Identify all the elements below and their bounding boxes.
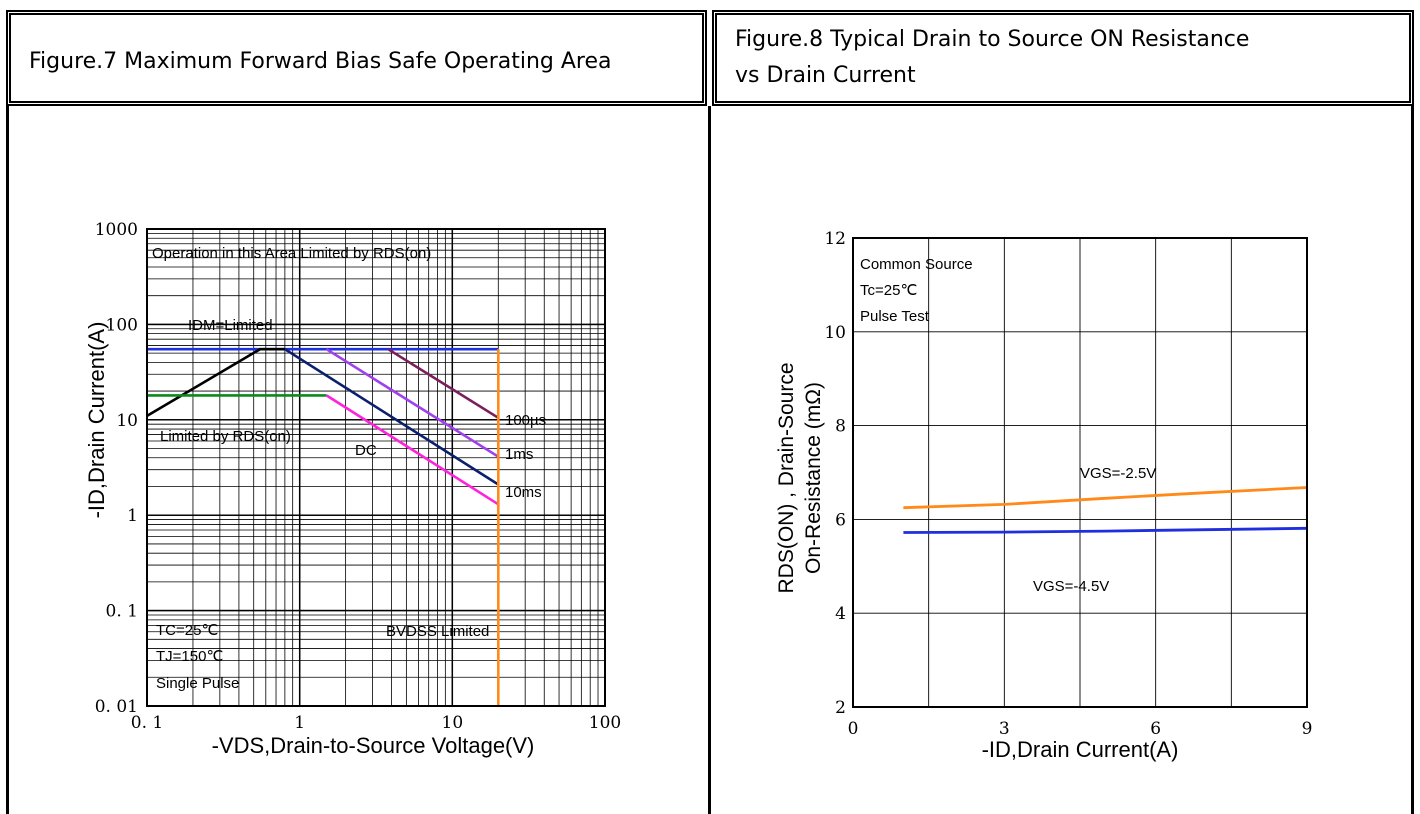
- soa-plot-frame: [146, 228, 606, 707]
- soa-y-tick-label: 0. 01: [95, 697, 138, 717]
- figure-8-header: Figure.8 Typical Drain to Source ON Resi…: [712, 10, 1414, 106]
- soa-y-tick-label: 100: [106, 315, 138, 335]
- soa-y-axis-label: -ID,Drain Current(A): [84, 322, 109, 519]
- rds-y-axis-label-line1: RDS(ON) , Drain-Source: [775, 362, 798, 593]
- soa-annotation-tc: TC=25℃: [156, 622, 218, 639]
- soa-series-100-s: [387, 348, 499, 419]
- soa-annotation-1ms: 1ms: [505, 446, 533, 463]
- soa-series-1ms: [325, 348, 499, 458]
- rds-x-tick-label: 9: [1302, 719, 1313, 739]
- rds-annotation-vgs-4-5: VGS=-4.5V: [1033, 578, 1109, 595]
- rds-y-tick-label: 4: [835, 604, 846, 624]
- figure-8-title-line2: vs Drain Current: [735, 63, 916, 88]
- soa-y-tick-label: 1000: [95, 220, 138, 240]
- soa-annotation-bvdss: BVDSS Limited: [386, 623, 489, 640]
- rds-x-tick-label: 6: [1150, 719, 1161, 739]
- soa-x-tick-label: 100: [589, 713, 621, 733]
- soa-annotation-rds: Limited by RDS(on): [160, 428, 291, 445]
- soa-series-limited-by-rds-on-: [146, 347, 285, 418]
- rds-annotation-tc: Tc=25℃: [860, 282, 917, 299]
- soa-x-tick-label: 0. 1: [131, 713, 163, 733]
- soa-annotation-operation: Operation in this Area Limited by RDS(on…: [152, 245, 431, 262]
- soa-annotation-pulse: Single Pulse: [156, 675, 239, 692]
- soa-annotation-10ms: 10ms: [505, 484, 542, 501]
- figure-7-title: Figure.7 Maximum Forward Bias Safe Opera…: [29, 49, 612, 74]
- soa-y-tick-label: 1: [127, 506, 138, 526]
- soa-series-dc-line: [284, 348, 499, 486]
- rds-x-tick-label: 3: [999, 719, 1010, 739]
- figure-8-title-line1: Figure.8 Typical Drain to Source ON Resi…: [735, 27, 1250, 52]
- soa-annotation-dc: DC: [355, 442, 377, 459]
- rds-series-vgs-2-5v: [903, 486, 1308, 510]
- soa-x-tick-label: 10: [442, 713, 464, 733]
- rds-series: [903, 486, 1308, 534]
- soa-y-tick-label: 10: [116, 411, 138, 431]
- rds-x-axis-label: -ID,Drain Current(A): [982, 737, 1179, 762]
- rds-y-tick-label: 2: [835, 698, 846, 718]
- soa-grid: [146, 228, 606, 707]
- soa-annotation-idm: IDM=Limited: [188, 317, 273, 334]
- rds-plot-frame: [852, 237, 1308, 708]
- soa-x-tick-label: 1: [294, 713, 305, 733]
- table-border-right: [1411, 106, 1414, 814]
- soa-annotation-tj: TJ=150℃: [156, 648, 223, 665]
- rds-tick-labels: 0 3 6 9 2 4 6 8 10 12: [824, 229, 1312, 739]
- rds-series-vgs-4-5v: [903, 526, 1308, 534]
- soa-annotation-100us: 100µs: [505, 412, 546, 429]
- soa-x-axis-label: -VDS,Drain-to-Source Voltage(V): [212, 733, 535, 758]
- figure-7-header: Figure.7 Maximum Forward Bias Safe Opera…: [6, 10, 707, 106]
- rds-annotation-common-source: Common Source: [860, 256, 973, 273]
- rds-y-tick-label: 8: [835, 417, 846, 437]
- rds-y-tick-label: 10: [824, 323, 846, 343]
- table-border-middle: [708, 106, 711, 814]
- soa-series: [146, 347, 500, 706]
- table-border-left: [6, 106, 9, 814]
- rds-x-tick-label: 0: [848, 719, 859, 739]
- soa-series-10ms: [325, 394, 499, 506]
- soa-y-tick-label: 0. 1: [106, 602, 138, 622]
- rds-grid: [853, 238, 1307, 707]
- rds-y-tick-label: 6: [835, 510, 846, 530]
- rds-y-tick-label: 12: [824, 229, 846, 249]
- rds-annotation-pulse-test: Pulse Test: [860, 308, 930, 325]
- rds-annotation-vgs-2-5: VGS=-2.5V: [1080, 465, 1156, 482]
- rds-y-axis-label-line2: On-Resistance (mΩ): [802, 382, 825, 574]
